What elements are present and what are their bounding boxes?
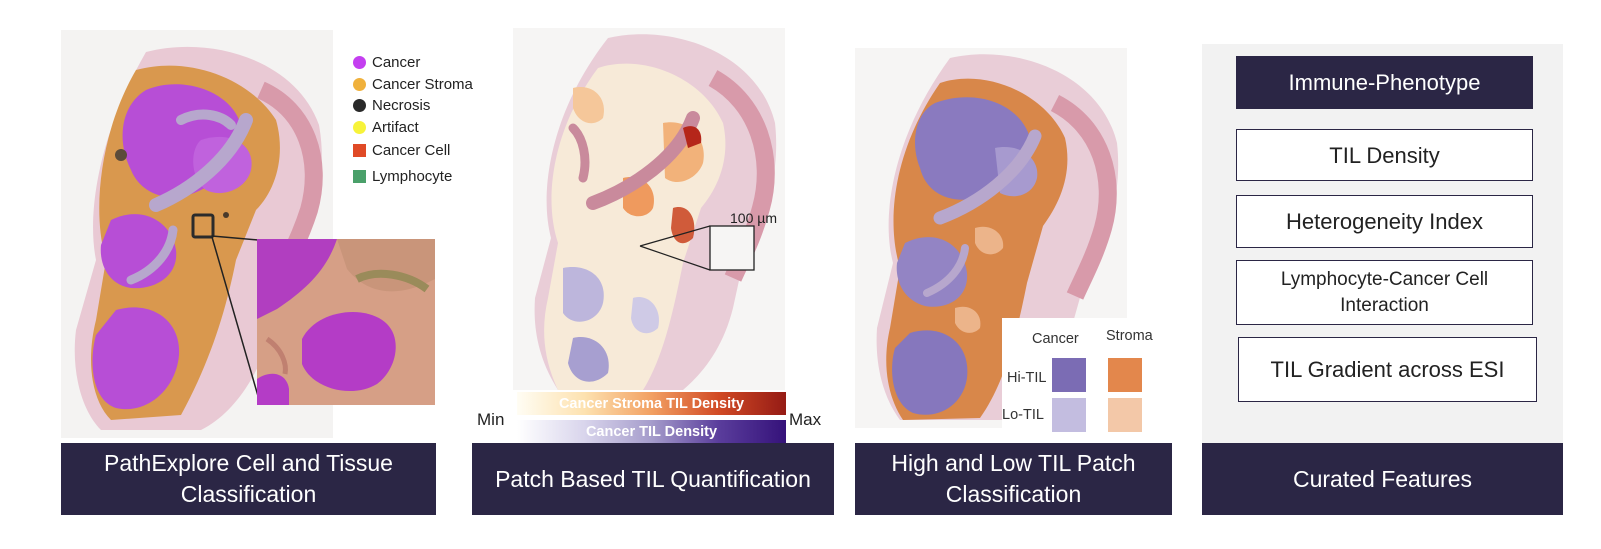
legend-label: Cancer Stroma: [372, 75, 473, 93]
caption-panel4: Curated Features: [1202, 443, 1563, 515]
caption-panel2: Patch Based TIL Quantification: [472, 443, 834, 515]
legend-label: Lymphocyte: [372, 167, 453, 185]
legend-item-lymphocyte: Lymphocyte: [353, 166, 473, 188]
til-legend-col-cancer: Cancer: [1032, 331, 1079, 347]
til-swatch-hi-stroma: [1108, 358, 1142, 392]
colorbar-cancer: Cancer TIL Density: [517, 420, 786, 443]
legend-swatch-necrosis: [353, 99, 366, 113]
scale-bar-label: 100 µm: [730, 210, 777, 226]
colorbar-min-label: Min: [477, 410, 505, 429]
tissue-legend: Cancer Cancer Stroma Necrosis Artifact C…: [353, 52, 473, 187]
legend-item-cancer-stroma: Cancer Stroma: [353, 74, 473, 96]
caption-panel3: High and Low TIL Patch Classification: [855, 443, 1172, 515]
til-legend-row-lo: Lo-TIL: [1002, 407, 1044, 423]
feature-heterogeneity-index: Heterogeneity Index: [1236, 195, 1533, 248]
legend-swatch-artifact: [353, 120, 366, 134]
feature-immune-phenotype: Immune-Phenotype: [1236, 56, 1533, 109]
til-patch-classification-image: [855, 48, 1127, 428]
feature-til-gradient: TIL Gradient across ESI: [1238, 337, 1537, 402]
zoom-connector-lines: [211, 235, 259, 397]
feature-til-density: TIL Density: [1236, 129, 1533, 181]
til-class-legend: Cancer Stroma Hi-TIL Lo-TIL: [1002, 318, 1177, 443]
til-swatch-lo-cancer: [1052, 398, 1086, 432]
legend-label: Cancer Cell: [372, 142, 451, 160]
legend-swatch-lymphocyte: [353, 169, 366, 183]
legend-swatch-cancer-stroma: [353, 77, 366, 91]
til-heatmap-image: [513, 28, 785, 390]
colorbar-max-label: Max: [789, 410, 822, 429]
til-swatch-hi-cancer: [1052, 358, 1086, 392]
legend-item-cancer-cell: Cancer Cell: [353, 140, 473, 162]
legend-item-artifact: Artifact: [353, 117, 473, 139]
legend-swatch-cancer: [353, 56, 366, 70]
legend-label: Necrosis: [372, 97, 431, 115]
caption-panel1: PathExplore Cell and Tissue Classificati…: [61, 443, 436, 515]
legend-item-cancer: Cancer: [353, 52, 473, 74]
legend-label: Cancer: [372, 54, 421, 72]
til-swatch-lo-stroma: [1108, 398, 1142, 432]
legend-swatch-cancer-cell: [353, 144, 366, 158]
feature-lymphocyte-cancer-interaction: Lymphocyte-Cancer Cell Interaction: [1236, 260, 1533, 325]
til-legend-row-hi: Hi-TIL: [1007, 370, 1047, 386]
legend-item-necrosis: Necrosis: [353, 95, 473, 117]
zoom-inset-image: [257, 239, 435, 405]
til-legend-col-stroma: Stroma: [1106, 328, 1153, 344]
colorbar-stroma: Cancer Stroma TIL Density: [517, 392, 786, 415]
legend-label: Artifact: [372, 118, 419, 136]
